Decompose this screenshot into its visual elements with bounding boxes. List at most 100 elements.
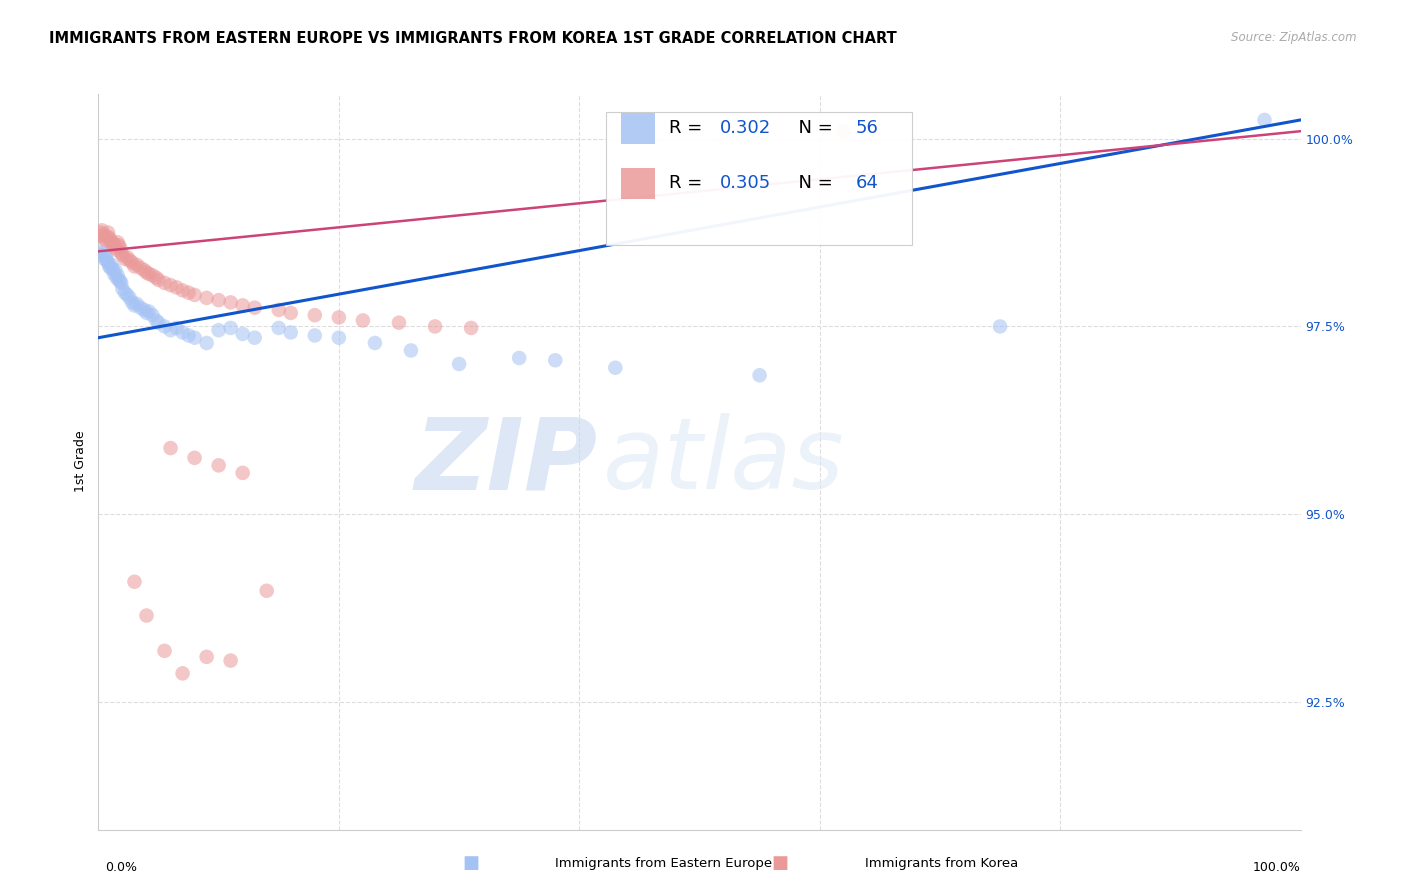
Point	[177, 285, 200, 300]
Point	[183, 331, 205, 345]
Point	[267, 302, 290, 317]
Text: 56: 56	[856, 120, 879, 137]
Point	[243, 301, 266, 315]
Point	[94, 233, 117, 247]
Point	[148, 316, 170, 330]
Text: ZIP: ZIP	[415, 413, 598, 510]
Point	[208, 293, 231, 308]
Point	[91, 245, 114, 260]
Point	[108, 273, 131, 287]
Point	[114, 285, 136, 300]
Point	[172, 284, 194, 298]
Point	[219, 654, 242, 668]
Point	[117, 251, 139, 265]
Point	[90, 226, 112, 240]
Point	[195, 291, 218, 305]
Text: 100.0%: 100.0%	[1253, 861, 1301, 873]
Point	[388, 316, 411, 330]
Point	[121, 295, 143, 310]
Point	[280, 306, 302, 320]
Point	[135, 265, 157, 279]
Point	[91, 227, 114, 242]
Point	[124, 298, 146, 312]
FancyBboxPatch shape	[606, 112, 912, 244]
Point	[97, 255, 120, 269]
Text: Source: ZipAtlas.com: Source: ZipAtlas.com	[1232, 31, 1357, 45]
Point	[98, 231, 121, 245]
Point	[107, 268, 129, 283]
Point	[195, 335, 218, 350]
Point	[124, 260, 146, 274]
Point	[304, 308, 326, 322]
Point	[108, 238, 131, 252]
Point	[107, 235, 129, 250]
Point	[101, 262, 124, 277]
Point	[153, 276, 176, 290]
Text: R =: R =	[669, 120, 709, 137]
Point	[159, 323, 181, 337]
Point	[138, 304, 160, 318]
Text: 0.305: 0.305	[720, 175, 770, 193]
Point	[159, 441, 181, 455]
Point	[121, 255, 143, 269]
Point	[232, 466, 254, 480]
Text: 0.0%: 0.0%	[105, 861, 138, 873]
Point	[100, 233, 122, 247]
Point	[100, 235, 122, 250]
Point	[110, 276, 132, 290]
Text: IMMIGRANTS FROM EASTERN EUROPE VS IMMIGRANTS FROM KOREA 1ST GRADE CORRELATION CH: IMMIGRANTS FROM EASTERN EUROPE VS IMMIGR…	[49, 31, 897, 46]
Point	[103, 267, 125, 281]
Point	[117, 288, 139, 302]
Point	[103, 236, 125, 251]
Point	[108, 241, 131, 255]
Point	[104, 241, 127, 255]
Point	[94, 250, 117, 264]
Point	[101, 238, 124, 252]
Point	[304, 328, 326, 343]
Point	[166, 321, 188, 335]
Point	[219, 295, 242, 310]
Point	[148, 273, 170, 287]
Point	[256, 583, 278, 598]
Point	[132, 263, 155, 277]
Point	[125, 258, 148, 272]
Point	[98, 260, 121, 274]
Point	[89, 229, 111, 244]
Point	[153, 644, 176, 658]
Text: atlas: atlas	[603, 413, 845, 510]
Point	[460, 321, 482, 335]
Point	[132, 302, 155, 317]
Point	[352, 313, 374, 327]
Point	[138, 267, 160, 281]
Bar	[621, 112, 655, 144]
Text: N =: N =	[787, 120, 839, 137]
Point	[104, 263, 127, 277]
Point	[100, 260, 122, 275]
Point	[135, 306, 157, 320]
Text: R =: R =	[669, 175, 709, 193]
Text: Immigrants from Korea: Immigrants from Korea	[865, 857, 1018, 870]
Point	[96, 229, 118, 244]
Point	[124, 574, 146, 589]
Point	[111, 282, 134, 296]
Point	[328, 310, 350, 325]
Point	[105, 270, 128, 285]
Point	[118, 291, 141, 305]
Text: N =: N =	[787, 175, 839, 193]
Bar	[621, 168, 655, 199]
Point	[91, 223, 114, 237]
Point	[93, 252, 115, 266]
Point	[108, 274, 131, 288]
Point	[219, 321, 242, 335]
Point	[172, 666, 194, 681]
Point	[748, 368, 770, 383]
Point	[105, 243, 128, 257]
Point	[399, 343, 422, 358]
Point	[97, 226, 120, 240]
Point	[145, 270, 167, 285]
Point	[195, 649, 218, 664]
Point	[177, 328, 200, 343]
Point	[447, 357, 470, 371]
Point	[141, 308, 163, 322]
Text: ■: ■	[463, 855, 479, 872]
